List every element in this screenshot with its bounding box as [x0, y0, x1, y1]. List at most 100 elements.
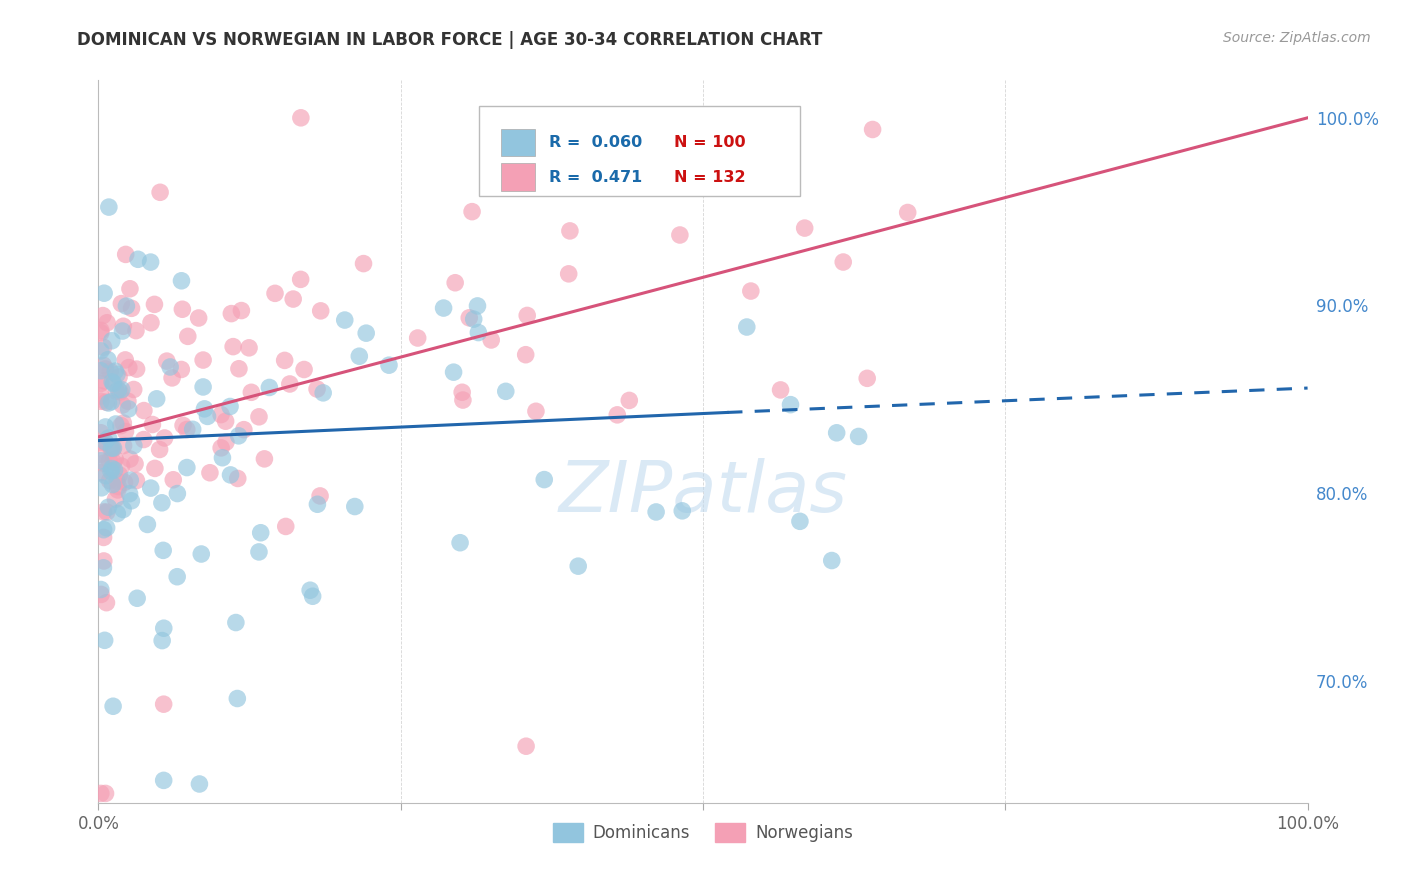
Point [96, 395, 118, 409]
Point [90, 394, 112, 409]
Point [312, 385, 335, 400]
Point [240, 385, 263, 400]
Point [139, 255, 162, 269]
Point [101, 461, 124, 475]
Point [105, 507, 128, 521]
Point [160, 371, 183, 385]
Point [606, 408, 628, 422]
Point [101, 477, 124, 491]
Point [90, 481, 112, 495]
Point [159, 359, 181, 374]
Point [211, 450, 233, 465]
Point [897, 205, 920, 219]
Point [118, 282, 141, 296]
Bar [501, 163, 534, 191]
Point [101, 699, 124, 714]
Point [105, 368, 128, 382]
Point [118, 452, 141, 467]
Point [114, 352, 136, 367]
Point [104, 492, 127, 507]
Point [557, 267, 579, 281]
Point [90, 466, 112, 480]
Point [209, 408, 232, 422]
Point [278, 376, 301, 391]
Point [219, 467, 242, 482]
Text: Source: ZipAtlas.com: Source: ZipAtlas.com [1223, 31, 1371, 45]
Point [107, 483, 129, 497]
Point [249, 525, 271, 540]
Point [112, 439, 135, 453]
Point [90, 587, 112, 601]
Point [111, 383, 134, 397]
Point [301, 589, 323, 603]
Point [170, 274, 193, 288]
Point [467, 299, 489, 313]
Point [176, 423, 198, 437]
Point [93, 554, 115, 568]
Point [100, 464, 122, 478]
Point [101, 334, 124, 348]
Point [215, 435, 238, 450]
Point [91, 358, 114, 372]
Point [619, 393, 641, 408]
Point [444, 276, 467, 290]
Point [90, 343, 112, 358]
Point [671, 504, 693, 518]
Text: R =  0.060: R = 0.060 [550, 135, 643, 150]
Point [139, 316, 162, 330]
Point [190, 547, 212, 561]
Point [432, 301, 454, 315]
Point [132, 433, 155, 447]
Point [90, 364, 112, 378]
Point [93, 374, 115, 388]
Point [172, 302, 194, 317]
Point [247, 545, 270, 559]
Point [103, 455, 125, 469]
Point [299, 583, 322, 598]
Point [149, 442, 172, 457]
Point [156, 354, 179, 368]
Point [90, 447, 112, 461]
Point [354, 326, 377, 340]
Point [449, 535, 471, 549]
Point [221, 307, 243, 321]
Point [97, 352, 120, 367]
Point [343, 500, 366, 514]
Point [152, 697, 174, 711]
Point [353, 257, 375, 271]
Point [105, 384, 128, 399]
Point [247, 409, 270, 424]
Point [90, 582, 112, 597]
Point [166, 486, 188, 500]
Point [274, 519, 297, 533]
Point [779, 398, 801, 412]
Point [181, 422, 204, 436]
Point [821, 553, 844, 567]
Point [94, 420, 117, 434]
Point [93, 633, 115, 648]
Point [349, 349, 371, 363]
Point [176, 460, 198, 475]
Point [93, 531, 115, 545]
Point [117, 401, 139, 416]
Point [669, 227, 692, 242]
Point [193, 401, 215, 416]
Point [100, 441, 122, 455]
Point [118, 360, 141, 375]
Point [98, 474, 121, 488]
Point [90, 786, 112, 800]
Point [231, 303, 253, 318]
Point [307, 497, 329, 511]
Point [104, 364, 127, 378]
Point [856, 371, 879, 385]
Point [152, 773, 174, 788]
Point [451, 392, 474, 407]
Point [114, 475, 136, 490]
Point [94, 786, 117, 800]
Point [177, 329, 200, 343]
Point [143, 297, 166, 311]
Point [120, 473, 142, 487]
Point [90, 435, 112, 450]
Point [103, 463, 125, 477]
Point [292, 362, 315, 376]
